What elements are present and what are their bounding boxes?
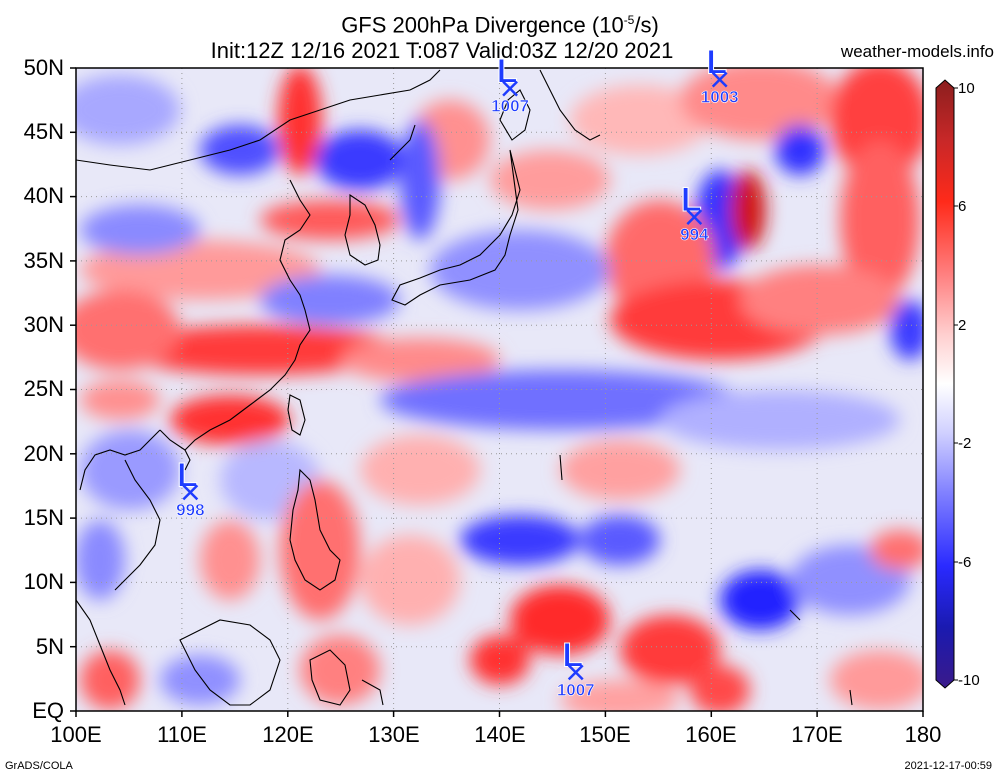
lon-label: 120E [262, 722, 314, 747]
low-pressure-value: 1003 [701, 88, 739, 107]
coastlines [76, 69, 853, 706]
low-letter: L [497, 53, 518, 91]
low-letter: L [177, 456, 198, 494]
colorbar-label: 6 [958, 198, 967, 215]
colorbar [935, 79, 958, 689]
colorbar-label: 2 [958, 317, 967, 334]
colorbar-label: -6 [958, 554, 972, 571]
lon-label: 170E [791, 722, 843, 747]
axis-ticks [70, 67, 924, 717]
lat-label: 5N [35, 634, 64, 659]
lon-label: 160E [685, 722, 737, 747]
low-x-mark [711, 71, 728, 88]
low-marker: L 1003 [701, 43, 739, 107]
low-pressure-value: 994 [680, 225, 709, 244]
lat-label: 45N [23, 119, 64, 144]
chart-subtitle: Init:12Z 12/16 2021 T:087 Valid:03Z 12/2… [210, 38, 674, 63]
lat-label: 40N [23, 183, 64, 208]
low-marker: L 1007 [557, 636, 595, 700]
site-label: weather-models.info [840, 42, 994, 61]
low-pressure-value: 998 [176, 500, 204, 519]
low-pressure-value: 1007 [557, 680, 595, 699]
lat-label: 20N [23, 441, 64, 466]
low-marker: L 1007 [491, 52, 529, 116]
timestamp: 2021-12-17-00:59 [904, 760, 992, 772]
lon-label: 140E [474, 722, 526, 747]
low-pressure-value: 1007 [491, 97, 529, 116]
low-letter: L [681, 181, 702, 219]
lat-label: 35N [23, 248, 64, 273]
colorbar-label: 10 [958, 80, 975, 97]
grads-credit: GrADS/COLA [5, 760, 73, 772]
graticule [76, 68, 923, 711]
lat-label: 50N [23, 55, 64, 80]
divergence-field [76, 68, 923, 711]
low-x-mark [567, 664, 584, 681]
lon-label: 150E [579, 722, 631, 747]
lat-label: 30N [23, 312, 64, 337]
chart-title: GFS 200hPa Divergence (10-5/s) [341, 12, 659, 38]
low-x-mark [182, 484, 199, 501]
low-marker: L 994 [680, 181, 710, 245]
lon-label: 110E [157, 722, 207, 747]
lon-label: 180 [904, 722, 942, 747]
lat-label: 25N [23, 376, 64, 401]
colorbar-label: -10 [958, 672, 980, 689]
lon-label: 130E [368, 722, 420, 747]
low-letter: L [706, 44, 727, 82]
low-marker: L 998 [176, 456, 205, 520]
low-x-mark [502, 80, 518, 97]
low-letter: L [562, 636, 583, 674]
low-x-mark [686, 209, 703, 226]
colorbar-label: -2 [958, 435, 972, 452]
lat-label: 10N [23, 569, 64, 594]
lat-label: EQ [32, 698, 64, 723]
lon-label: 100E [50, 722, 102, 747]
lat-label: 15N [23, 505, 64, 530]
low-pressure-markers: L 1007 L 1003 L 994 L 998 L 1007 [176, 43, 739, 700]
